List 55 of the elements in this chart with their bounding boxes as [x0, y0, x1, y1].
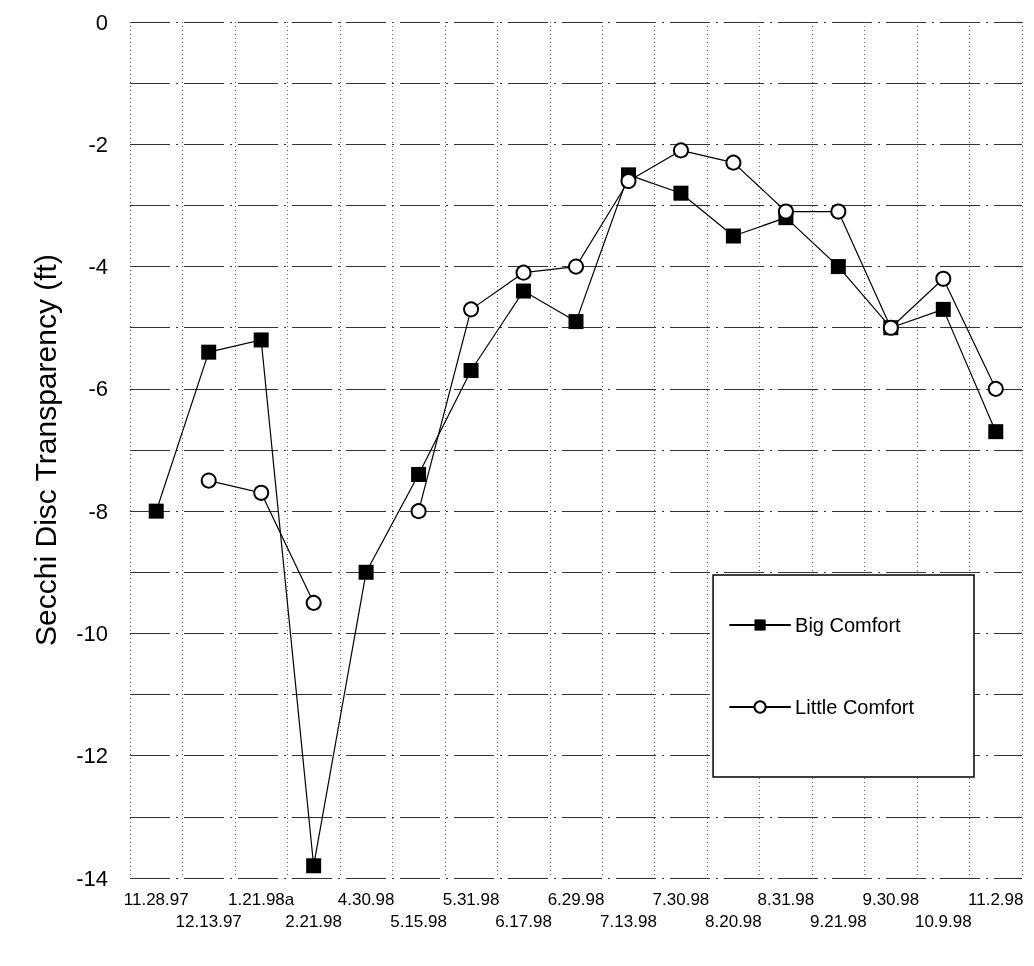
- x-tick-label: 5.15.98: [390, 911, 447, 931]
- x-tick-label: 7.13.98: [600, 911, 657, 931]
- x-tick-label: 6.17.98: [495, 911, 552, 931]
- x-tick-label: 11.2.98: [968, 889, 1024, 909]
- point: [410, 503, 427, 520]
- x-tick-label: 11.28.97: [123, 889, 189, 909]
- point: [568, 258, 584, 275]
- point: [673, 185, 689, 201]
- point: [935, 301, 951, 317]
- x-tick-label: 10.9.98: [914, 911, 972, 931]
- y-axis-title: Secchi Disc Transparency (ft): [28, 254, 62, 646]
- y-tick-label: -8: [88, 498, 108, 524]
- point: [411, 466, 427, 482]
- point: [987, 380, 1004, 397]
- point: [305, 594, 322, 611]
- x-tick-label: 2.21.98: [285, 911, 343, 931]
- x-tick-label: 8.31.98: [757, 889, 815, 909]
- legend-label: Big Comfort: [795, 614, 902, 636]
- y-tick-label: -6: [88, 376, 108, 402]
- point: [253, 332, 269, 348]
- y-tick-label: -4: [88, 254, 108, 280]
- point: [306, 858, 322, 874]
- point: [463, 363, 479, 379]
- x-tick-label: 9.30.98: [862, 889, 920, 909]
- point: [830, 203, 847, 220]
- y-tick-label: 0: [95, 9, 108, 35]
- y-tick-label: -10: [76, 620, 108, 646]
- point: [777, 203, 794, 220]
- point: [988, 424, 1004, 440]
- y-tick-label: -2: [88, 131, 108, 157]
- point: [200, 472, 217, 489]
- x-tick-label: 9.21.98: [809, 911, 867, 931]
- point: [515, 264, 532, 281]
- point: [672, 142, 689, 159]
- x-tick-label: 4.30.98: [337, 889, 395, 909]
- legend-label: Little Comfort: [795, 696, 915, 718]
- point: [568, 314, 584, 330]
- point: [830, 259, 846, 275]
- point: [148, 503, 164, 519]
- point: [201, 344, 217, 360]
- point: [725, 154, 742, 171]
- point: [463, 301, 480, 318]
- x-tick-label: 6.29.98: [547, 889, 605, 909]
- x-tick-label: 5.31.98: [442, 889, 500, 909]
- x-tick-label: 7.30.98: [652, 889, 710, 909]
- point: [516, 283, 532, 299]
- point: [253, 484, 270, 501]
- y-tick-label: -14: [76, 865, 108, 891]
- y-tick-label: -12: [76, 743, 108, 769]
- x-tick-label: 12.13.97: [175, 911, 242, 931]
- x-tick-label: 1.21.98a: [228, 889, 295, 909]
- point: [358, 564, 374, 580]
- x-tick-label: 8.20.98: [705, 911, 762, 931]
- point: [935, 270, 952, 287]
- point: [725, 228, 741, 244]
